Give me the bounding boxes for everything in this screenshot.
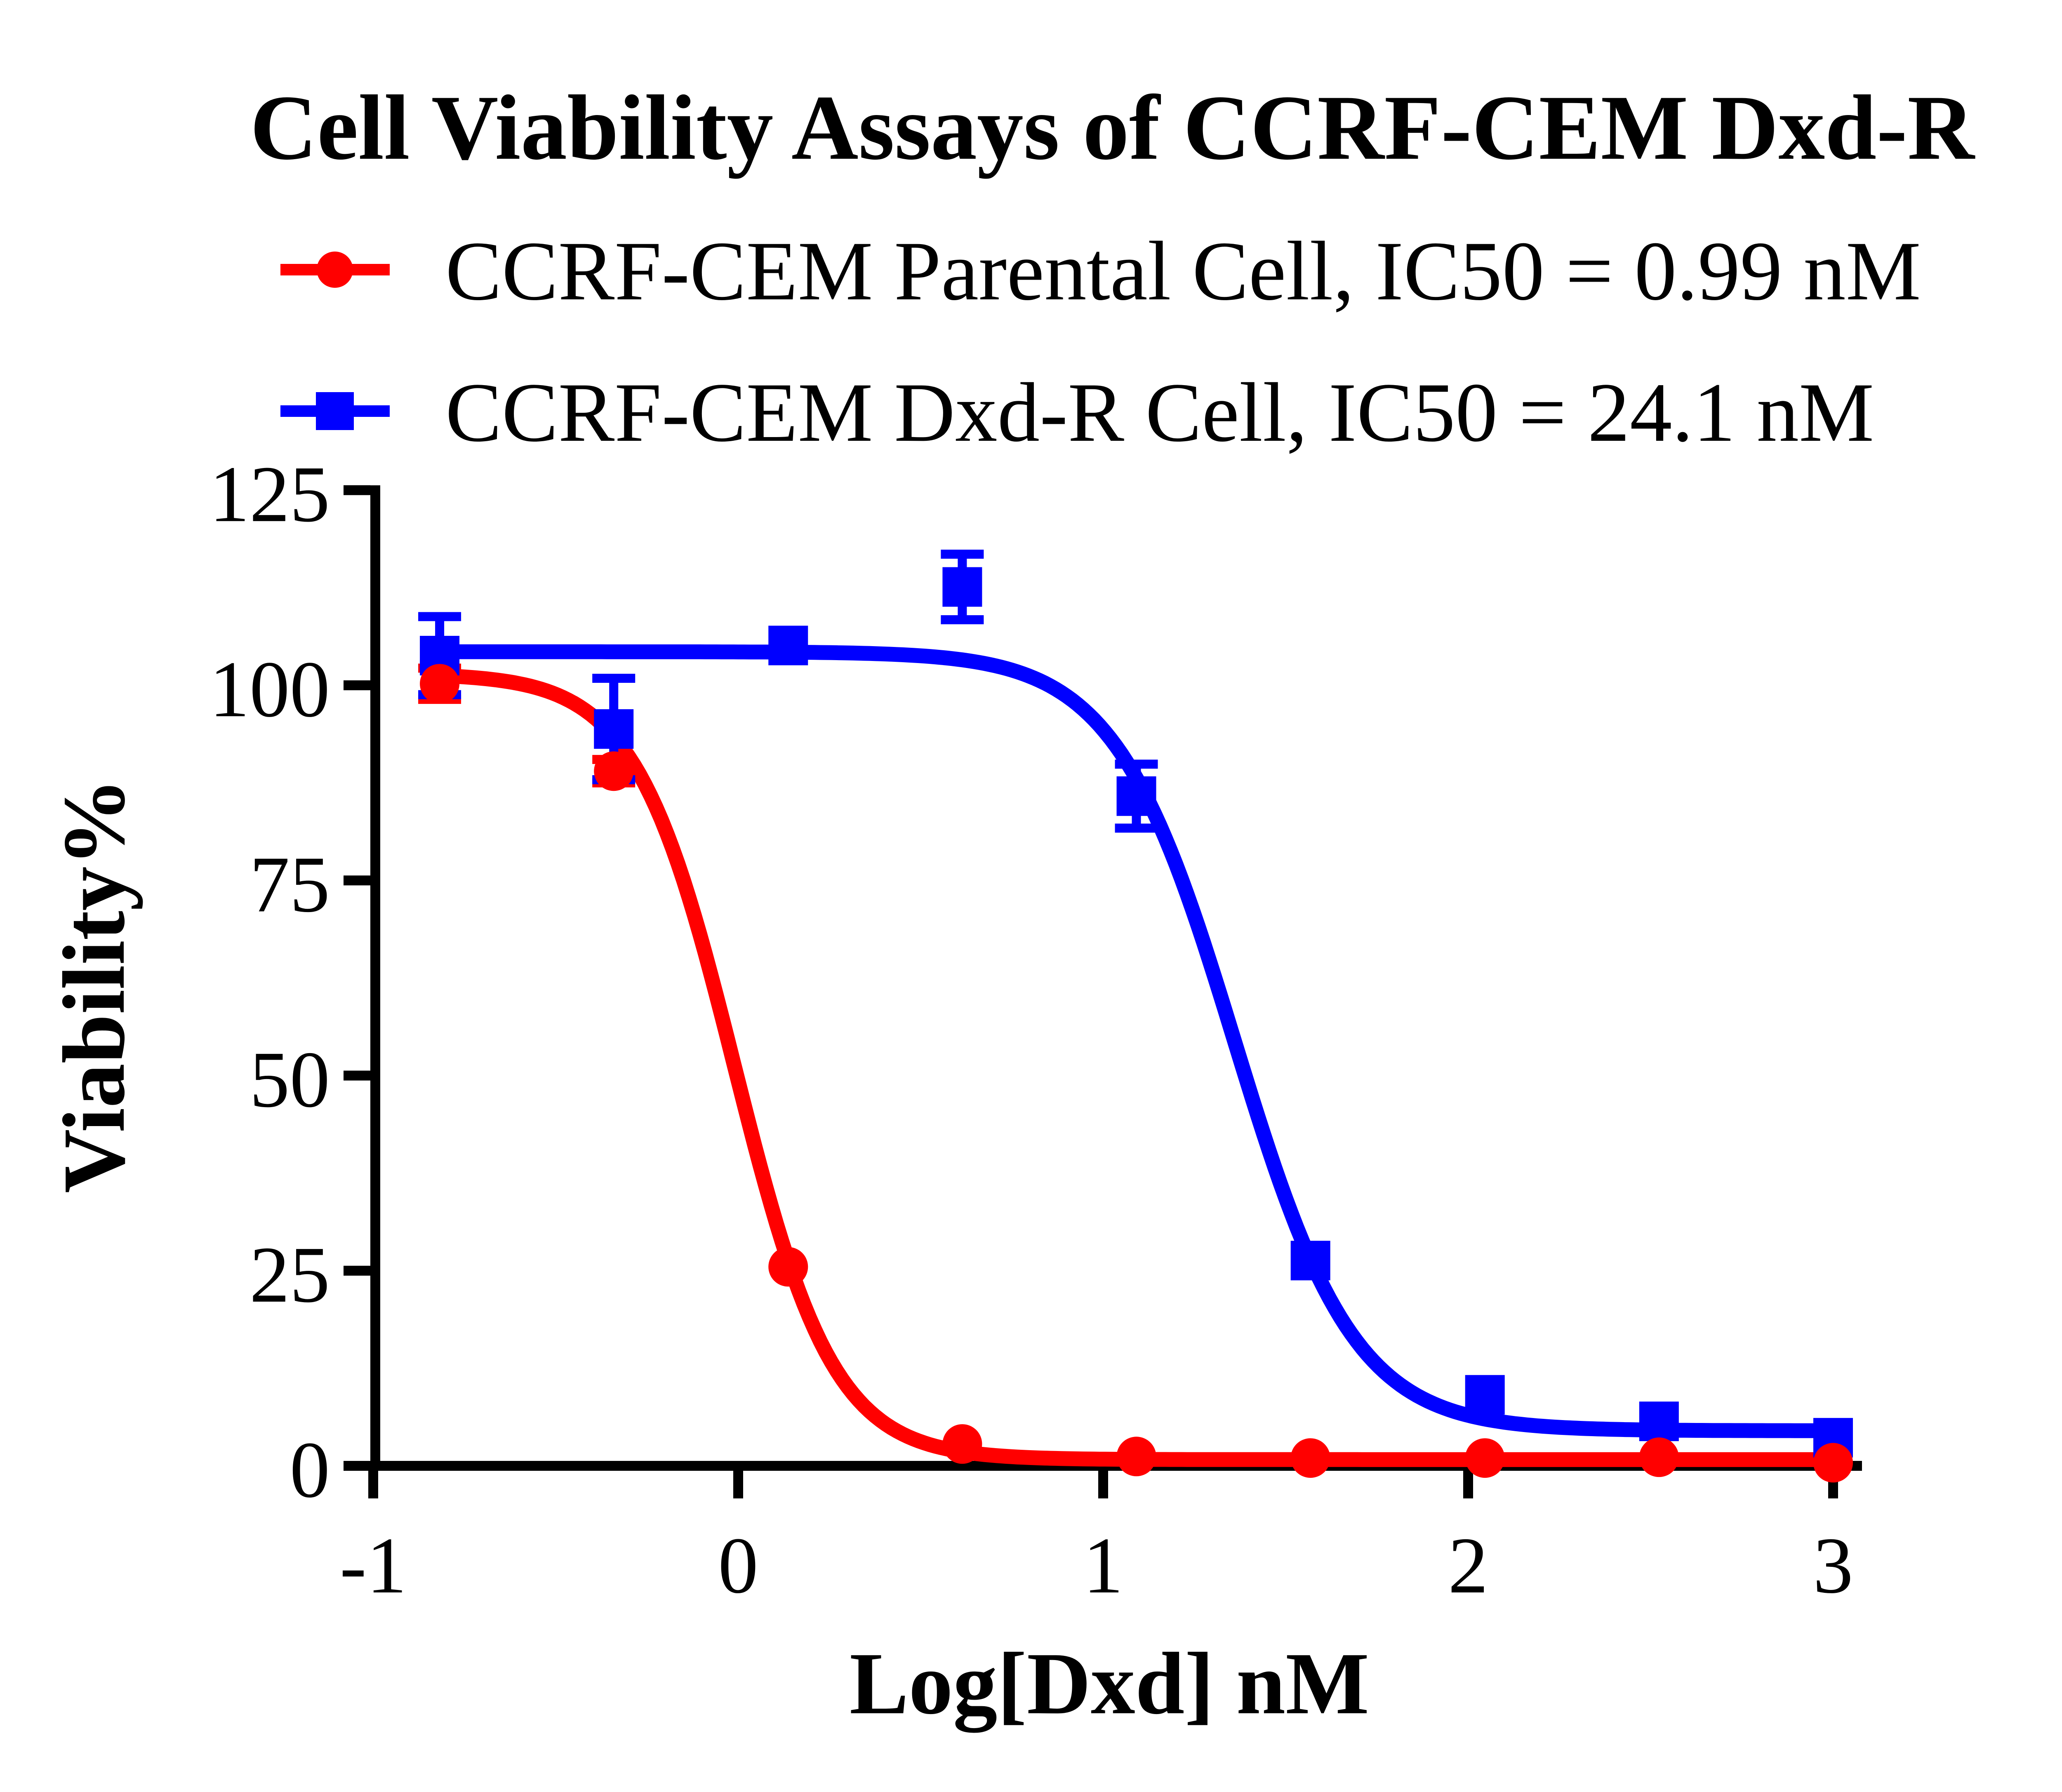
x-axis-ticks: -1 0 1 2 3 [340, 1466, 1853, 1610]
chart-title: Cell Viability Assays of CCRF-CEM Dxd-R [250, 76, 1975, 179]
legend-item-dxdr: CCRF-CEM Dxd-R Cell, IC50 = 24.1 nM [280, 366, 1874, 459]
axes [370, 485, 1862, 1471]
y-tick-label: 50 [250, 1035, 330, 1124]
data-point-dxdr [1116, 776, 1156, 816]
legend: CCRF-CEM Parental Cell, IC50 = 0.99 nM C… [280, 224, 1921, 459]
circle-icon [317, 252, 353, 288]
data-point-parental [594, 751, 634, 791]
data-point-parental [420, 664, 460, 704]
y-axis-ticks: 0 25 50 75 100 125 [209, 450, 370, 1514]
legend-label-parental: CCRF-CEM Parental Cell, IC50 = 0.99 nM [445, 224, 1921, 318]
data-point-parental [1290, 1438, 1330, 1478]
data-point-dxdr [1290, 1241, 1330, 1281]
y-tick-label: 100 [209, 645, 330, 734]
data-point-dxdr [1639, 1402, 1679, 1442]
data-point-parental [1116, 1437, 1156, 1477]
y-axis-title: Viability% [45, 778, 143, 1193]
square-icon [316, 392, 354, 430]
legend-label-dxdr: CCRF-CEM Dxd-R Cell, IC50 = 24.1 nM [445, 366, 1874, 459]
data-point-dxdr [1465, 1375, 1505, 1415]
y-tick-label: 0 [290, 1425, 330, 1514]
x-tick-label: 3 [1813, 1521, 1853, 1610]
data-point-parental [1813, 1443, 1853, 1483]
x-axis-title: Log[Dxd] nM [850, 1634, 1369, 1733]
data-point-dxdr [942, 567, 982, 607]
data-point-dxdr [768, 626, 808, 666]
data-point-dxdr [594, 709, 634, 749]
y-tick-label: 125 [209, 450, 330, 539]
x-tick-label: -1 [340, 1521, 407, 1610]
legend-item-parental: CCRF-CEM Parental Cell, IC50 = 0.99 nM [280, 224, 1921, 318]
data-point-parental [768, 1247, 808, 1287]
data-point-parental [1639, 1437, 1679, 1477]
y-tick-label: 25 [250, 1230, 330, 1319]
data-points [418, 549, 1853, 1483]
data-point-parental [942, 1424, 982, 1464]
x-tick-label: 1 [1083, 1521, 1123, 1610]
data-point-parental [1465, 1438, 1505, 1478]
x-tick-label: 0 [718, 1521, 758, 1610]
x-tick-label: 2 [1448, 1521, 1488, 1610]
y-tick-label: 75 [250, 840, 330, 929]
